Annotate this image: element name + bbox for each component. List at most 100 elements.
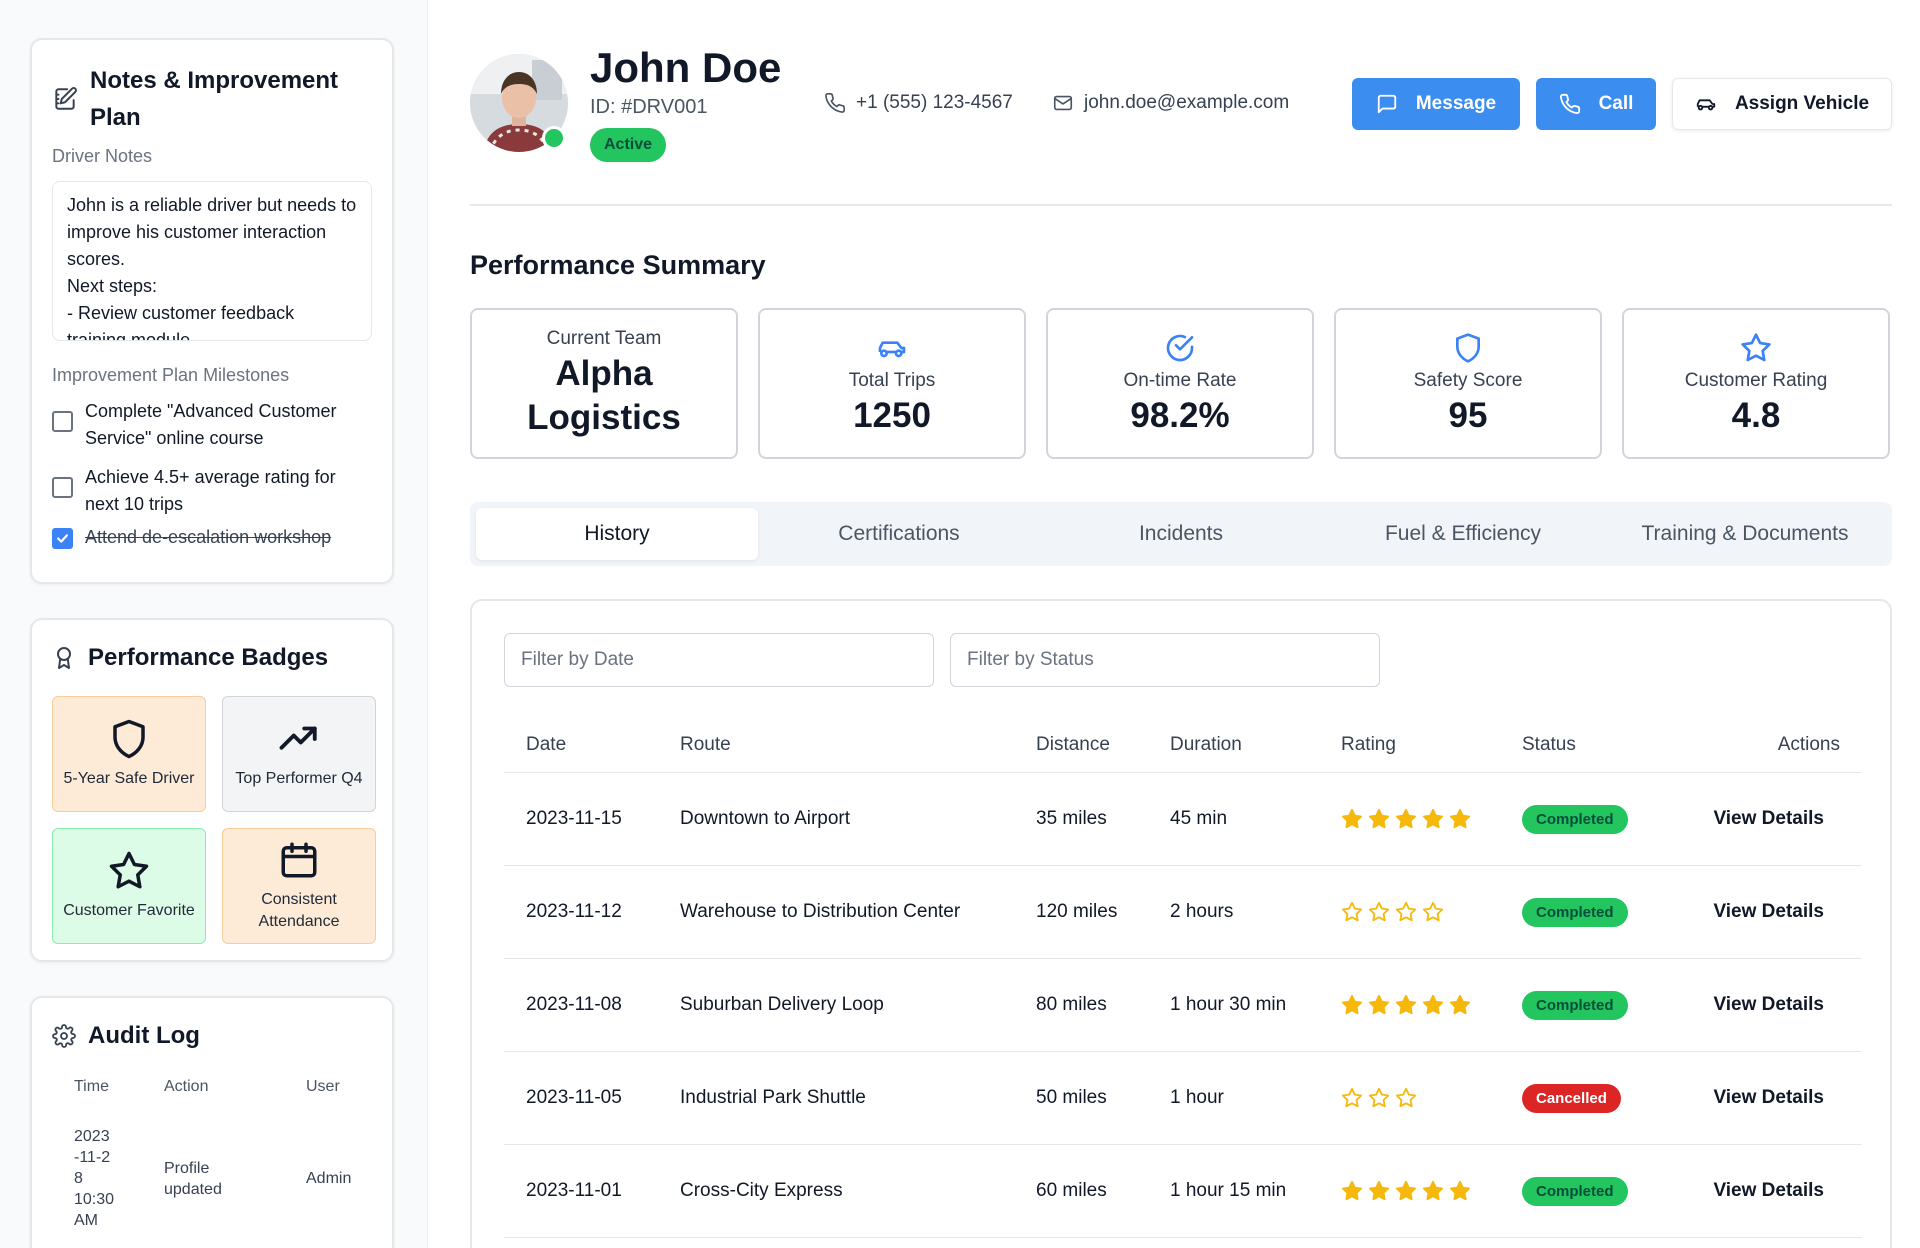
badge-label: 5-Year Safe Driver (63, 770, 195, 787)
view-details-link[interactable]: View Details (1713, 808, 1824, 829)
audit-col-time: Time (74, 1078, 109, 1095)
award-icon (52, 646, 76, 670)
star-filled-icon (1449, 1180, 1471, 1201)
star-outline-icon (1341, 901, 1363, 922)
table-row: 2023-11-12 Warehouse to Distribution Cen… (504, 866, 1862, 959)
table-row: 2023-11-15 Downtown to Airport 35 miles … (504, 773, 1862, 866)
message-button-label: Message (1415, 93, 1497, 114)
notes-card: Notes & Improvement Plan Driver Notes Jo… (30, 38, 394, 584)
call-button[interactable]: Call (1536, 78, 1656, 130)
star-outline-icon (1368, 1087, 1390, 1108)
performance-summary-title: Performance Summary (470, 250, 766, 280)
col-duration: Duration (1170, 734, 1242, 755)
table-row: 2023-11-05 Industrial Park Shuttle 50 mi… (504, 1052, 1862, 1145)
driver-notes-label: Driver Notes (52, 146, 153, 166)
row-date: 2023-11-05 (526, 1087, 622, 1108)
phone-contact[interactable]: +1 (555) 123-4567 (824, 92, 1013, 114)
row-route: Suburban Delivery Loop (680, 994, 884, 1015)
audit-log-title: Audit Log (88, 1022, 200, 1049)
stat-customer-rating: Customer Rating 4.8 (1622, 308, 1890, 459)
audit-table-header: Time Action User (52, 1078, 372, 1096)
col-rating: Rating (1341, 734, 1396, 755)
stat-value: 4.8 (1731, 395, 1781, 435)
row-distance: 120 miles (1036, 901, 1118, 922)
email-address: john.doe@example.com (1084, 92, 1290, 113)
row-date: 2023-11-01 (526, 1180, 622, 1201)
milestone-item: Complete "Advanced Customer Service" onl… (52, 398, 372, 452)
status-badge: Completed (1522, 805, 1628, 834)
tab-history[interactable]: History (476, 508, 758, 560)
audit-time: 2023 -11-2 8 10:30 AM (74, 1128, 115, 1229)
badges-title: Performance Badges (88, 644, 329, 671)
row-route: Downtown to Airport (680, 808, 851, 829)
stat-on-time-rate: On-time Rate 98.2% (1046, 308, 1314, 459)
col-actions: Actions (1777, 734, 1840, 755)
star-outline-icon (1395, 901, 1417, 922)
row-distance: 60 miles (1036, 1180, 1107, 1201)
star-outline-icon (1395, 1087, 1417, 1108)
tab-incidents[interactable]: Incidents (1138, 522, 1224, 545)
stat-label: Total Trips (848, 369, 936, 391)
stat-label: Customer Rating (1684, 369, 1828, 391)
message-button[interactable]: Message (1352, 78, 1520, 130)
badge-safe-driver: 5-Year Safe Driver (52, 696, 206, 812)
badge-top-performer: Top Performer Q4 (222, 696, 376, 812)
row-distance: 80 miles (1036, 994, 1107, 1015)
tab-training-documents[interactable]: Training & Documents (1641, 522, 1849, 545)
star-filled-icon (1368, 994, 1390, 1015)
stat-label: Safety Score (1413, 369, 1523, 391)
tab-certifications[interactable]: Certifications (838, 522, 960, 545)
tab-fuel-efficiency[interactable]: Fuel & Efficiency (1384, 522, 1541, 545)
audit-row: 2023 -11-2 8 10:30 AM Profile updated Ad… (52, 1126, 372, 1231)
shield-icon (1452, 332, 1484, 364)
driver-notes-textarea[interactable]: John is a reliable driver but needs to i… (52, 181, 372, 341)
milestone-checkbox[interactable] (52, 528, 73, 549)
notes-title: Notes & Improvement Plan (90, 67, 339, 131)
car-icon (1695, 93, 1717, 115)
stat-safety-score: Safety Score 95 (1334, 308, 1602, 459)
row-date: 2023-11-15 (526, 808, 622, 829)
milestone-item: Achieve 4.5+ average rating for next 10 … (52, 464, 372, 518)
star-outline-icon (1341, 1087, 1363, 1108)
email-contact[interactable]: john.doe@example.com (1052, 92, 1289, 114)
rating-stars (1341, 1180, 1471, 1202)
badge-label: Consistent Attendance (258, 891, 340, 930)
status-badge: Completed (1522, 898, 1628, 927)
view-details-link[interactable]: View Details (1713, 901, 1824, 922)
stat-label: Current Team (546, 327, 662, 349)
phone-icon (824, 92, 846, 114)
star-outline-icon (1422, 901, 1444, 922)
view-details-link[interactable]: View Details (1713, 1087, 1824, 1108)
row-route: Cross-City Express (680, 1180, 843, 1201)
col-distance: Distance (1036, 734, 1110, 755)
history-panel: Date Route Distance Duration Rating Stat… (470, 599, 1892, 1248)
filter-date-input[interactable] (504, 633, 934, 687)
stat-total-trips: Total Trips 1250 (758, 308, 1026, 459)
status-badge: Active (590, 128, 667, 162)
assign-vehicle-button[interactable]: Assign Vehicle (1672, 78, 1892, 130)
milestone-checkbox[interactable] (52, 411, 73, 432)
star-filled-icon (1395, 808, 1417, 829)
badges-card: Performance Badges 5-Year Safe Driver To… (30, 618, 394, 962)
tab-bar: History Certifications Incidents Fuel & … (470, 502, 1892, 566)
milestone-checkbox[interactable] (52, 477, 73, 498)
star-icon (1740, 332, 1772, 364)
row-route: Warehouse to Distribution Center (680, 901, 961, 922)
badge-label: Top Performer Q4 (235, 770, 363, 787)
audit-col-user: User (306, 1078, 340, 1095)
badge-consistent-attendance: Consistent Attendance (222, 828, 376, 944)
calendar-icon (278, 839, 320, 881)
sidebar: Notes & Improvement Plan Driver Notes Jo… (0, 0, 428, 1248)
status-badge: Completed (1522, 991, 1628, 1020)
row-date: 2023-11-12 (526, 901, 622, 922)
view-details-link[interactable]: View Details (1713, 994, 1824, 1015)
star-filled-icon (1395, 994, 1417, 1015)
star-outline-icon (1368, 901, 1390, 922)
star-filled-icon (1422, 808, 1444, 829)
driver-id: ID: #DRV001 (590, 96, 708, 118)
rating-stars (1341, 808, 1471, 830)
filter-status-input[interactable] (950, 633, 1380, 687)
view-details-link[interactable]: View Details (1713, 1180, 1824, 1201)
stat-value: 95 (1448, 395, 1488, 435)
milestone-label: Complete "Advanced Customer Service" onl… (85, 401, 337, 448)
